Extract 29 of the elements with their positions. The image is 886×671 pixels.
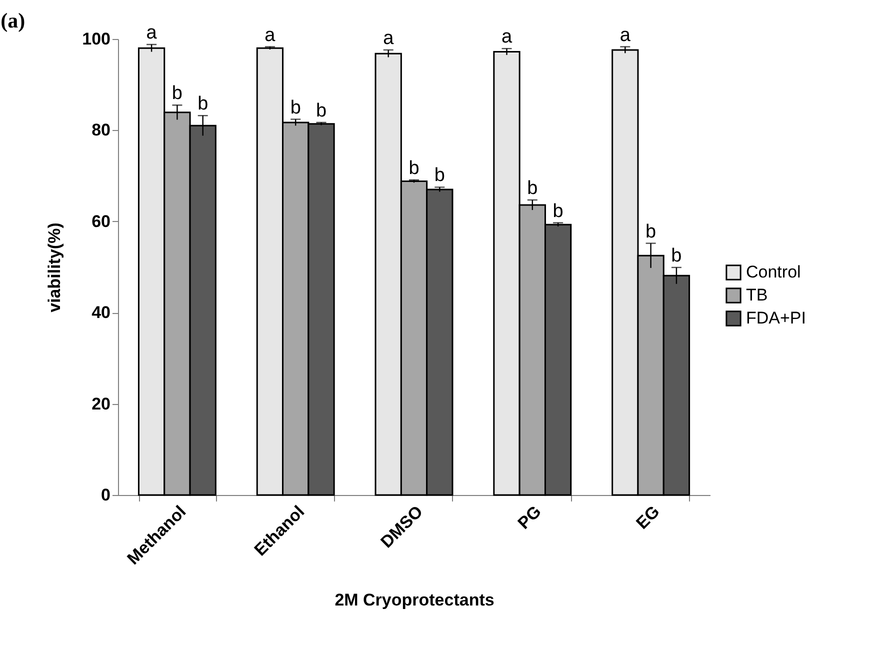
annotation: b <box>408 158 420 179</box>
y-tick-label: 0 <box>101 486 110 504</box>
y-tick-label: 40 <box>92 303 110 322</box>
x-axis-title: 2M Cryoprotectants <box>334 590 494 610</box>
legend-label: Control <box>746 262 801 282</box>
annotation: b <box>172 83 182 104</box>
y-tick-label: 100 <box>82 30 110 48</box>
annotation: a <box>383 28 394 49</box>
legend-label: TB <box>746 286 768 304</box>
legend-label: FDA+PI <box>746 308 806 328</box>
y-axis-title: viability(%) <box>45 222 64 312</box>
annotation: b <box>671 245 682 266</box>
x-tick-label: PG <box>514 502 545 533</box>
y-tick-label: 60 <box>92 212 110 231</box>
annotation: a <box>264 24 276 46</box>
annotation: b <box>290 97 301 118</box>
annotation: a <box>620 24 631 46</box>
x-tick-label: EG <box>632 502 664 533</box>
annotation: b <box>527 178 538 199</box>
annotation: a <box>146 22 158 44</box>
annotation: b <box>552 200 564 222</box>
annotation: b <box>646 221 656 242</box>
annotation: b <box>316 100 327 122</box>
y-tick-label: 20 <box>92 394 110 414</box>
annotation: b <box>434 165 445 186</box>
annotation: a <box>501 26 512 48</box>
y-tick-label: 80 <box>92 120 110 140</box>
chart-title: (a) <box>0 8 26 32</box>
annotation: b <box>198 94 208 115</box>
